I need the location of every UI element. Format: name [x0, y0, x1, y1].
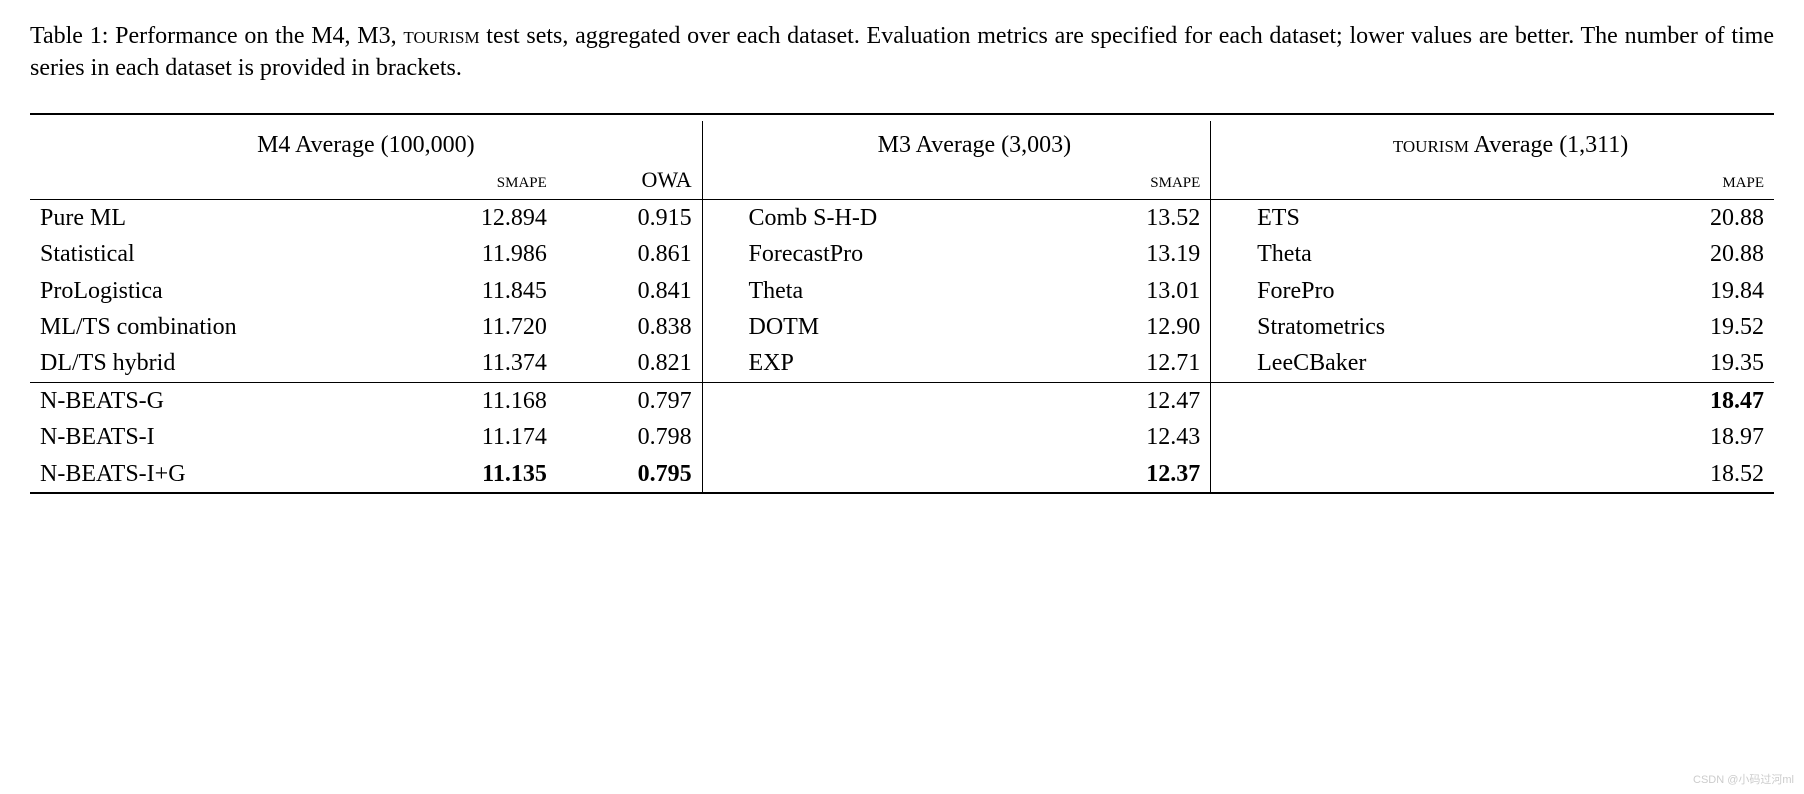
- results-table: M4 Average (100,000) M3 Average (3,003) …: [30, 113, 1774, 494]
- table-row: N-BEATS-I11.1740.798 12.43 18.97: [30, 419, 1774, 455]
- cell: [1247, 382, 1574, 419]
- cell: 19.52: [1574, 309, 1774, 345]
- cell: 11.174: [393, 419, 556, 455]
- cell: ETS: [1247, 199, 1574, 236]
- cell: [1211, 382, 1247, 419]
- cell: Comb S-H-D: [738, 199, 1029, 236]
- cell: 11.720: [393, 309, 556, 345]
- cell: [738, 456, 1029, 493]
- table-row: ML/TS combination11.7200.838 DOTM12.90 Str…: [30, 309, 1774, 345]
- metric-m3-smape: smape: [1029, 163, 1211, 199]
- cell: [1247, 456, 1574, 493]
- cell: [738, 382, 1029, 419]
- cell: 12.71: [1029, 345, 1211, 382]
- cell: N-BEATS-I: [30, 419, 393, 455]
- metric-tourism-mape: mape: [1574, 163, 1774, 199]
- cell: 13.52: [1029, 199, 1211, 236]
- cell: 19.35: [1574, 345, 1774, 382]
- cell: 12.894: [393, 199, 556, 236]
- cell: [1211, 273, 1247, 309]
- cell: Theta: [1247, 236, 1574, 272]
- cell: 18.97: [1574, 419, 1774, 455]
- cell: 11.135: [393, 456, 556, 493]
- cell: [1247, 419, 1574, 455]
- cell: 0.841: [557, 273, 702, 309]
- cell: 20.88: [1574, 236, 1774, 272]
- cell: [1211, 309, 1247, 345]
- header-tourism-suffix: Average (1,311): [1469, 132, 1628, 158]
- table-row: Statistical11.9860.861 ForecastPro13.19 Th…: [30, 236, 1774, 272]
- cell: DL/TS hybrid: [30, 345, 393, 382]
- cell: [702, 236, 738, 272]
- watermark: CSDN @小码过河ml: [1693, 773, 1794, 788]
- table-row: DL/TS hybrid11.3740.821 EXP12.71 LeeCBaker…: [30, 345, 1774, 382]
- cell: 18.47: [1574, 382, 1774, 419]
- cell: 0.821: [557, 345, 702, 382]
- cell: 12.47: [1029, 382, 1211, 419]
- header-m3: M3 Average (3,003): [738, 121, 1210, 163]
- cell: Stratometrics: [1247, 309, 1574, 345]
- cell: 0.838: [557, 309, 702, 345]
- cell: [1211, 345, 1247, 382]
- cell: ML/TS combination: [30, 309, 393, 345]
- cell: 11.986: [393, 236, 556, 272]
- header-tourism: tourism Average (1,311): [1247, 121, 1774, 163]
- cell: 0.915: [557, 199, 702, 236]
- cell: N-BEATS-G: [30, 382, 393, 419]
- cell: 13.01: [1029, 273, 1211, 309]
- cell: 0.861: [557, 236, 702, 272]
- cell: [1211, 236, 1247, 272]
- cell: N-BEATS-I+G: [30, 456, 393, 493]
- cell: [702, 273, 738, 309]
- cell: Pure ML: [30, 199, 393, 236]
- metric-m4-smape: smape: [393, 163, 556, 199]
- header-row-2: smape OWA smape mape: [30, 163, 1774, 199]
- table-row: N-BEATS-G11.1680.797 12.47 18.47: [30, 382, 1774, 419]
- header-m4: M4 Average (100,000): [30, 121, 702, 163]
- cell: DOTM: [738, 309, 1029, 345]
- cell: [1211, 419, 1247, 455]
- header-row-1: M4 Average (100,000) M3 Average (3,003) …: [30, 121, 1774, 163]
- cell: 0.798: [557, 419, 702, 455]
- table-row: ProLogistica11.8450.841 Theta13.01 ForePro…: [30, 273, 1774, 309]
- cell: [702, 345, 738, 382]
- cell: [702, 199, 738, 236]
- cell: 20.88: [1574, 199, 1774, 236]
- table-row: Pure ML12.8940.915 Comb S-H-D13.52 ETS20.8…: [30, 199, 1774, 236]
- cell: 18.52: [1574, 456, 1774, 493]
- cell: 12.43: [1029, 419, 1211, 455]
- cell: ForecastPro: [738, 236, 1029, 272]
- cell: ForePro: [1247, 273, 1574, 309]
- cell: 0.795: [557, 456, 702, 493]
- cell: [738, 419, 1029, 455]
- cell: 12.90: [1029, 309, 1211, 345]
- cell: LeeCBaker: [1247, 345, 1574, 382]
- cell: [702, 309, 738, 345]
- cell: [1211, 456, 1247, 493]
- cell: ProLogistica: [30, 273, 393, 309]
- caption-text-prefix: Table 1: Performance on the M4, M3,: [30, 23, 403, 49]
- header-tourism-sc: tourism: [1393, 132, 1469, 158]
- cell: 12.37: [1029, 456, 1211, 493]
- cell: 11.845: [393, 273, 556, 309]
- cell: 0.797: [557, 382, 702, 419]
- cell: [702, 456, 738, 493]
- metric-m4-owa: OWA: [557, 163, 702, 199]
- cell: Theta: [738, 273, 1029, 309]
- cell: [702, 419, 738, 455]
- cell: 11.374: [393, 345, 556, 382]
- cell: 11.168: [393, 382, 556, 419]
- cell: [702, 382, 738, 419]
- cell: 13.19: [1029, 236, 1211, 272]
- cell: [1211, 199, 1247, 236]
- cell: EXP: [738, 345, 1029, 382]
- cell: Statistical: [30, 236, 393, 272]
- table-caption: Table 1: Performance on the M4, M3, tour…: [30, 20, 1774, 85]
- caption-tourism: tourism: [403, 23, 479, 49]
- cell: 19.84: [1574, 273, 1774, 309]
- table-row: N-BEATS-I+G11.1350.795 12.37 18.52: [30, 456, 1774, 493]
